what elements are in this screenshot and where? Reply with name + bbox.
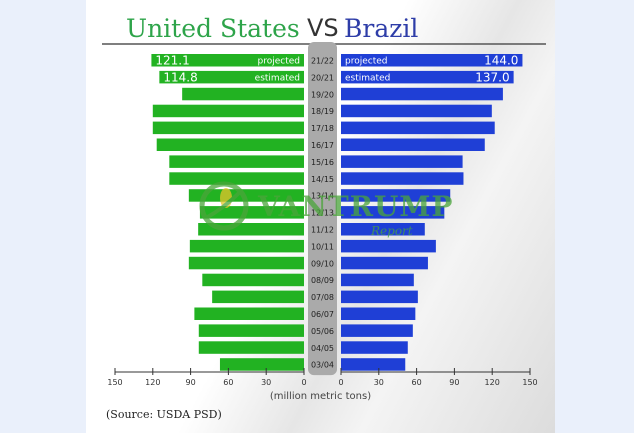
us-bar — [169, 155, 304, 168]
year-label: 10/11 — [311, 242, 334, 251]
us-bar — [198, 324, 304, 337]
vs-label: VS — [307, 14, 339, 42]
us-tick-label: 60 — [223, 378, 233, 387]
us-bar — [152, 121, 304, 135]
brazil-bar — [341, 138, 485, 151]
brazil-bar — [341, 239, 436, 253]
year-label: 16/17 — [311, 141, 334, 150]
year-label: 03/04 — [311, 361, 334, 370]
brazil-bar — [341, 256, 428, 270]
brazil-tick-label: 60 — [412, 378, 422, 387]
brazil-tick-label: 120 — [485, 378, 500, 387]
brazil-bar — [341, 121, 495, 135]
brazil-bar — [341, 70, 514, 84]
year-label: 06/07 — [311, 310, 334, 319]
brazil-bar — [341, 223, 425, 236]
year-column — [308, 42, 337, 376]
us-bar — [156, 138, 304, 151]
us-bar — [199, 206, 304, 219]
brazil-note-label: projected — [345, 57, 388, 67]
x-axis-label: (million metric tons) — [269, 391, 372, 402]
brazil-value-label: 144.0 — [484, 54, 518, 68]
us-bar — [151, 54, 304, 67]
source-note: (Source: USDA PSD) — [106, 408, 222, 421]
us-tick-label: 0 — [301, 378, 306, 387]
brazil-tick-label: 150 — [522, 378, 537, 387]
brazil-tick-label: 30 — [374, 378, 384, 387]
brazil-bar — [341, 290, 418, 304]
us-note-label: projected — [258, 57, 301, 67]
brazil-bar — [341, 307, 416, 320]
year-label: 18/19 — [311, 107, 334, 116]
year-label: 04/05 — [311, 344, 334, 353]
brazil-note-label: estimated — [345, 73, 390, 83]
year-label: 15/16 — [311, 158, 334, 167]
brazil-bar — [341, 155, 463, 168]
brazil-bar — [341, 189, 451, 202]
us-value-label: 121.1 — [155, 54, 189, 68]
us-tick-label: 150 — [107, 378, 122, 387]
watermark-brand: VANTRUMP — [258, 190, 454, 223]
brazil-tick-label: 0 — [338, 378, 343, 387]
us-value-label: 114.8 — [163, 70, 197, 84]
brazil-bar — [341, 104, 492, 118]
year-label: 09/10 — [311, 259, 334, 268]
year-label: 19/20 — [311, 90, 334, 99]
watermark-sub: Report — [371, 224, 413, 238]
watermark: VANTRUMP Report — [196, 174, 466, 244]
us-bar — [152, 104, 304, 118]
us-bar — [188, 256, 304, 270]
us-bar — [202, 273, 304, 287]
us-tick-label: 90 — [186, 378, 196, 387]
brazil-bar — [341, 172, 464, 185]
brazil-bar — [341, 358, 406, 371]
year-label: 12/13 — [311, 209, 334, 218]
year-label: 08/09 — [311, 276, 334, 285]
year-label: 20/21 — [311, 73, 334, 82]
chart-card: United States VS Brazil 21/22 20/21 19/20 1… — [86, 0, 555, 433]
us-tick-label: 30 — [261, 378, 271, 387]
year-label: 14/15 — [311, 175, 334, 184]
brazil-bar — [341, 341, 408, 354]
year-label: 11/12 — [311, 226, 334, 235]
us-bar — [198, 341, 304, 354]
brazil-value-label: 137.0 — [475, 70, 509, 84]
brazil-bar — [341, 54, 523, 67]
us-bar — [169, 172, 304, 185]
brazil-bar — [341, 206, 445, 219]
us-bar — [212, 290, 304, 304]
us-bar — [194, 307, 304, 320]
year-label: 17/18 — [311, 124, 334, 133]
year-label: 13/14 — [311, 192, 334, 201]
us-bar — [182, 87, 304, 101]
brazil-tick-label: 90 — [449, 378, 459, 387]
us-note-label: estimated — [255, 73, 300, 83]
year-label: 05/06 — [311, 327, 334, 336]
us-bar — [219, 358, 304, 371]
year-label: 07/08 — [311, 293, 334, 302]
brazil-title: Brazil — [344, 14, 419, 43]
us-bar — [159, 70, 304, 84]
us-bar — [189, 239, 304, 253]
leaf-logo-icon — [199, 181, 249, 231]
year-label: 21/22 — [311, 57, 334, 66]
butterfly-chart: 21/22 20/21 19/20 18/19 17/18 16/17 15/16 14/15… — [102, 42, 546, 387]
brazil-bar — [341, 87, 503, 101]
us-bar — [188, 189, 304, 202]
brazil-bar — [341, 324, 413, 337]
brazil-bar — [341, 273, 414, 287]
us-tick-label: 120 — [145, 378, 160, 387]
us-title: United States — [126, 14, 300, 43]
